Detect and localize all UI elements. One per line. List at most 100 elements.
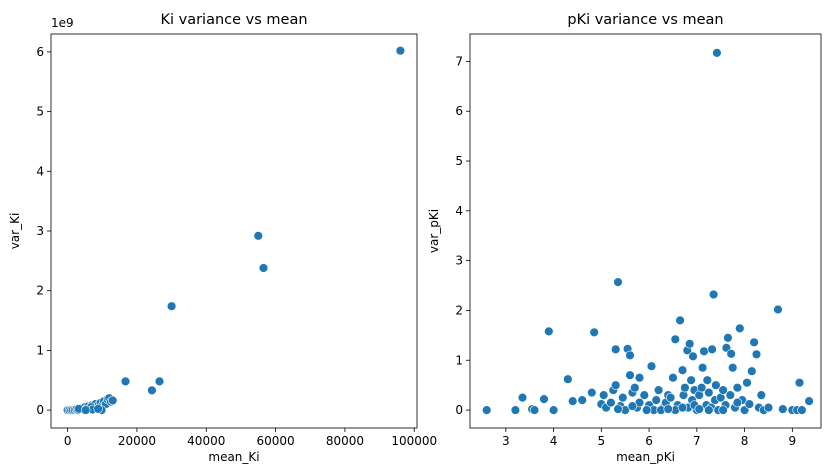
ki-point [395,45,406,56]
pki-point [641,405,652,415]
pki-point [763,402,774,413]
pki-y-tick-label: 7 [455,54,463,68]
pki-x-tick-label: 4 [550,434,558,448]
pki-point [699,346,709,356]
ki-x-tick-label: 60000 [256,434,294,448]
pki-point [773,304,783,315]
pki-point [539,394,549,404]
pki-point [732,397,743,408]
pki-x-tick-label: 3 [502,434,510,448]
ki-point [166,301,177,311]
pki-point [749,337,759,347]
pki-point [718,385,728,395]
pki-point [711,380,721,390]
pki-point [630,383,640,393]
pki-x-tick-label: 7 [693,434,701,448]
ki-y-tick-label: 1 [36,343,44,357]
pki-point [747,366,757,376]
pki-point [751,349,762,359]
pki-point [627,401,638,411]
pki-point [610,344,621,354]
pki-point [688,351,698,361]
pki-point [482,405,492,415]
pki-point [726,349,736,359]
ki-point [120,376,131,387]
pki-point [694,404,704,414]
ki-axes-frame [50,33,418,429]
pki-point [684,339,695,349]
pki-axes-frame [469,33,822,429]
pki-point [723,333,733,343]
pki-point [744,399,755,409]
pki-y-tick-label: 4 [455,204,463,218]
pki-point [696,383,707,393]
ki-point [253,231,263,241]
ki-y-tick-label: 4 [36,164,44,178]
ki-x-axis-label: mean_Ki [208,450,259,464]
pki-point [639,390,649,400]
pki-point [778,404,788,414]
pki-y-tick-label: 1 [455,353,463,367]
ki-chart-title: Ki variance vs mean [160,12,307,28]
pki-x-tick-label: 6 [645,434,653,448]
pki-x-tick-label: 5 [598,434,606,448]
pki-point [529,405,540,415]
pki-y-tick-label: 2 [455,303,463,317]
pki-point [625,350,635,360]
pki-point [702,375,712,385]
pki-point [725,390,735,400]
pki-point [804,396,814,406]
pki-point [797,405,807,415]
pki-point [646,361,657,371]
pki-point [668,373,678,383]
pki-point [675,315,685,326]
pki-point [742,378,752,388]
ki-points [62,45,406,415]
pki-point [653,385,664,395]
ki-y-axis-label: var_Ki [8,213,22,250]
ki-x-tick-label: 40000 [187,434,225,448]
pki-y-tick-label: 5 [455,154,463,168]
ki-x-tick-label: 100000 [391,434,437,448]
pki-point [686,375,696,385]
pki-point [707,344,717,354]
pki-point [634,373,645,383]
pki-x-tick-label: 8 [741,434,749,448]
pki-point [563,374,573,384]
pki-point [567,396,578,406]
pki-y-tick-label: 0 [455,403,463,417]
ki-point [107,395,118,406]
pki-point [663,404,673,414]
pki-point [670,334,680,344]
pki-point [708,289,719,300]
ki-y-multiplier: 1e9 [51,16,74,30]
pki-point [794,378,805,388]
ki-point [154,376,165,387]
pki-point [610,380,621,390]
pki-point [712,48,722,58]
pki-point [680,383,690,393]
ki-y-tick-label: 0 [36,403,44,417]
ki-x-tick-label: 80000 [326,434,364,448]
pki-point [618,392,628,403]
ki-x-tick-label: 20000 [118,434,156,448]
pki-point [589,327,599,338]
pki-points [482,48,814,415]
pki-point [727,363,738,373]
ki-x-tick-label: 0 [64,434,72,448]
ki-point [258,263,269,273]
pki-point [613,404,623,414]
pki-chart-title: pKi variance vs mean [567,12,723,28]
pki-point [625,370,635,380]
ki-y-tick-label: 6 [36,45,44,59]
pki-point [606,397,616,408]
ki-y-tick-label: 3 [36,224,44,238]
pki-point [577,395,587,405]
pki-y-tick-label: 6 [455,104,463,118]
pki-x-axis-label: mean_pKi [616,450,675,464]
ki-point [80,405,91,415]
ki-y-tick-label: 5 [36,105,44,119]
ki-plot: 0 20000 40000 60000 80000 100000 0 1 2 3 4 5 6 1e9 Ki … [8,12,437,464]
pki-point [697,363,708,373]
